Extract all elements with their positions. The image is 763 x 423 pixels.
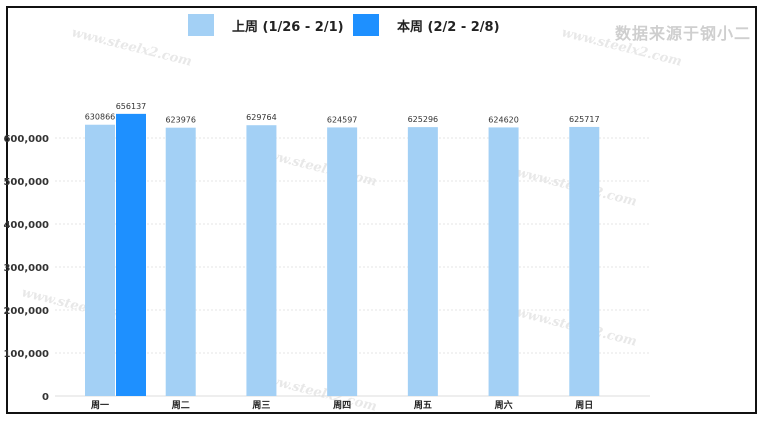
bar[interactable] bbox=[246, 125, 277, 396]
data-label: 623976 bbox=[165, 116, 196, 125]
x-tick-label: 周日 bbox=[575, 400, 593, 411]
y-tick-label: 500,000 bbox=[3, 177, 49, 188]
bar[interactable] bbox=[488, 127, 519, 397]
bar[interactable] bbox=[407, 127, 438, 397]
bar[interactable] bbox=[327, 127, 358, 397]
bar[interactable] bbox=[569, 126, 600, 397]
source-note: 数据来源于钢小二 bbox=[614, 24, 751, 43]
y-tick-label: 300,000 bbox=[3, 263, 49, 274]
y-tick-label: 100,000 bbox=[3, 349, 49, 360]
data-label: 630866 bbox=[85, 113, 116, 122]
legend-swatch-last-week bbox=[188, 14, 214, 36]
data-label: 625717 bbox=[569, 115, 600, 124]
data-label: 624620 bbox=[488, 115, 519, 124]
x-tick-label: 周二 bbox=[172, 400, 190, 411]
y-tick-label: 200,000 bbox=[3, 306, 49, 317]
data-label: 629764 bbox=[246, 113, 277, 122]
x-tick-label: 周一 bbox=[91, 400, 109, 411]
bar[interactable] bbox=[116, 113, 146, 397]
x-tick-label: 周五 bbox=[414, 400, 432, 411]
legend-swatch-this-week bbox=[353, 14, 379, 36]
legend-item-last-week[interactable]: 上周 (1/26 - 2/1) bbox=[188, 14, 344, 36]
data-label: 624597 bbox=[327, 115, 358, 124]
legend-label-this-week: 本周 (2/2 - 2/8) bbox=[397, 19, 500, 35]
x-tick-label: 周六 bbox=[495, 399, 513, 411]
x-tick-label: 周四 bbox=[333, 400, 351, 411]
x-axis: 周一 周二 周三 周四 周五 周六 周日 bbox=[91, 399, 593, 411]
bar[interactable] bbox=[165, 127, 196, 397]
bars bbox=[85, 113, 600, 397]
legend-label-last-week: 上周 (1/26 - 2/1) bbox=[232, 19, 344, 35]
data-label: 656137 bbox=[116, 102, 147, 111]
bar[interactable] bbox=[85, 124, 115, 396]
y-tick-label: 600,000 bbox=[3, 134, 49, 145]
x-tick-label: 周三 bbox=[252, 400, 270, 411]
legend-item-this-week[interactable]: 本周 (2/2 - 2/8) bbox=[353, 14, 500, 36]
y-tick-label: 400,000 bbox=[3, 220, 49, 231]
y-tick-label: 0 bbox=[42, 392, 49, 403]
y-axis: 0 100,000 200,000 300,000 400,000 500,000 600,… bbox=[3, 134, 49, 403]
data-label: 625296 bbox=[408, 115, 439, 124]
